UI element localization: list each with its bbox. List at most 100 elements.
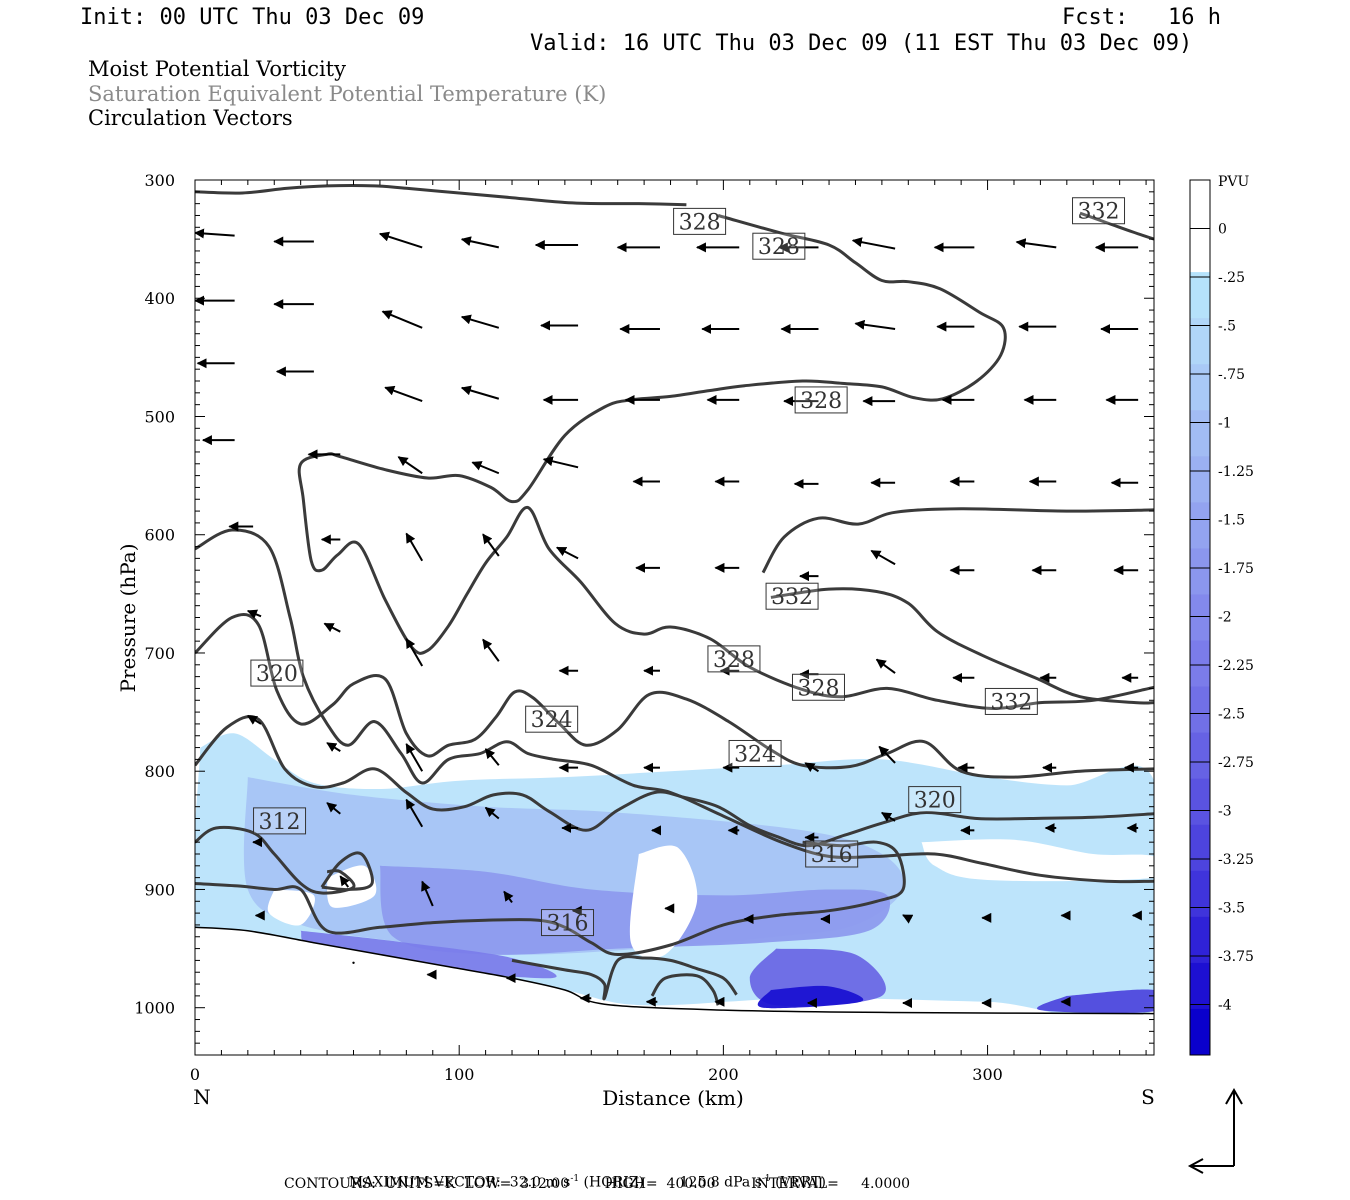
terrain-layer (195, 926, 1154, 1055)
colorbar-label: -1 (1218, 416, 1232, 432)
circulation-vector (339, 875, 350, 888)
colorbar-swatch (1190, 318, 1210, 365)
y-tick-label: 800 (144, 762, 175, 781)
colorbar-swatch (1190, 548, 1210, 595)
circulation-vector (384, 385, 423, 403)
circulation-vector (878, 745, 896, 764)
terrain-line (195, 926, 1154, 1015)
circulation-vector (326, 742, 341, 752)
circulation-vector (195, 228, 235, 239)
x-axis-label: Distance (km) (602, 1086, 744, 1110)
contour-label-box (253, 807, 307, 835)
colorbar-swatch (1190, 732, 1210, 780)
colorbar-swatch (1190, 272, 1210, 319)
circulation-vector (902, 914, 914, 924)
contour-label-320: 320 (250, 659, 304, 687)
pv-gap-0 (327, 865, 377, 908)
colorbar-swatch (1190, 226, 1210, 273)
y-tick-label: 400 (144, 289, 175, 308)
circulation-vector (397, 456, 423, 475)
colorbar-label: 0 (1218, 222, 1227, 238)
circulation-vector (323, 622, 341, 633)
contour-label-text: 332 (771, 585, 813, 610)
contour-label-box (765, 582, 819, 610)
contour-label-316: 316 (805, 840, 859, 868)
theta-contour-324-5 (195, 612, 1154, 779)
colorbar-label: -3.5 (1218, 901, 1245, 917)
forecast-hour: Fcst: 16 h (1062, 5, 1221, 30)
colorbar-swatch (1190, 364, 1210, 411)
circulation-vector (246, 609, 262, 619)
circulation-vector (460, 314, 500, 329)
contour-label-box (707, 645, 761, 673)
contour-label-324: 324 (525, 705, 579, 733)
contour-label-328: 328 (752, 232, 806, 260)
colorbar-frame (1189, 179, 1211, 1056)
y-tick-label: 700 (144, 644, 175, 663)
y-tick-label: 900 (144, 880, 175, 899)
title-pv: Moist Potential Vorticity (88, 57, 346, 81)
title-vectors: Circulation Vectors (88, 106, 293, 130)
circulation-vector (460, 236, 500, 249)
pv-region-4 (757, 985, 864, 1009)
circulation-vector (503, 890, 514, 904)
circulation-vector (482, 638, 500, 662)
circulation-vector (421, 880, 434, 907)
colorbar-swatch (1190, 180, 1210, 227)
circulation-vector (556, 546, 579, 560)
colorbar-swatch (1190, 686, 1210, 734)
contour-label-320: 320 (908, 786, 962, 814)
theta-contour-316-8 (195, 840, 906, 957)
contour-label-text: 328 (800, 389, 842, 414)
contour-label-box (673, 207, 727, 235)
x-end-label-north: N (193, 1085, 211, 1109)
contour-label-text: 328 (758, 235, 800, 260)
theta-contour-332-4 (1079, 211, 1154, 241)
contour-label-text: 328 (679, 210, 721, 235)
x-tick-label: 200 (708, 1065, 739, 1084)
y-tick-label: 600 (144, 526, 175, 545)
contour-label-layer: 328 328 332 328 332 328 328 332 320 324 324 320 312 3… (250, 197, 1126, 937)
colorbar-swatch (1190, 962, 1210, 1010)
colorbar-swatch (1190, 640, 1210, 688)
contour-label-box (728, 739, 782, 767)
contour-label-text: 328 (713, 648, 755, 673)
colorbar-title: PVU (1218, 174, 1250, 190)
theta-contour-332-3 (770, 587, 1154, 705)
colorbar-label: -.25 (1218, 270, 1245, 286)
colorbar-label: -1.25 (1218, 464, 1254, 480)
contour-label-text: 320 (914, 789, 956, 814)
circulation-vector (460, 385, 500, 400)
valid-time: Valid: 16 UTC Thu 03 Dec 09 (11 EST Thu … (530, 31, 1193, 56)
y-tick-label: 500 (144, 407, 175, 426)
contour-label-332: 332 (984, 687, 1038, 715)
colorbar-swatch (1190, 410, 1210, 457)
colorbar-swatch (1190, 502, 1210, 549)
circulation-vector (405, 743, 424, 772)
contour-label-box (908, 786, 962, 814)
theta-contour-316-12 (650, 973, 720, 1006)
colorbar-label: -2.75 (1218, 755, 1254, 771)
colorbar-label: -3.75 (1218, 949, 1254, 965)
pv-shading-layer (195, 733, 1154, 1023)
circulation-vector (378, 231, 423, 249)
contour-label-312: 312 (253, 807, 307, 835)
theta-contour-312-9 (195, 825, 356, 895)
contour-label-box (794, 386, 848, 414)
pv-region-6 (300, 930, 557, 979)
contour-label-text: 316 (547, 912, 589, 937)
contour-label-332: 332 (765, 582, 819, 610)
colorbar-swatch (1190, 824, 1210, 872)
circulation-vector (482, 533, 500, 557)
contour-label-box (250, 659, 304, 687)
contour-label-box (805, 840, 859, 868)
colorbar-label: -1.5 (1218, 513, 1245, 529)
contour-label-box (1072, 197, 1126, 225)
pv-region-5 (1037, 989, 1154, 1014)
reference-vector-icon (1187, 1087, 1243, 1174)
axes-layer: 300 400 500 600 700 800 900 1000 0 100 200 300 (134, 171, 1154, 1084)
circulation-vector (870, 549, 896, 566)
colorbar-swatch (1190, 916, 1210, 964)
contour-label-328: 328 (673, 207, 727, 235)
contour-label-text: 320 (256, 662, 298, 687)
